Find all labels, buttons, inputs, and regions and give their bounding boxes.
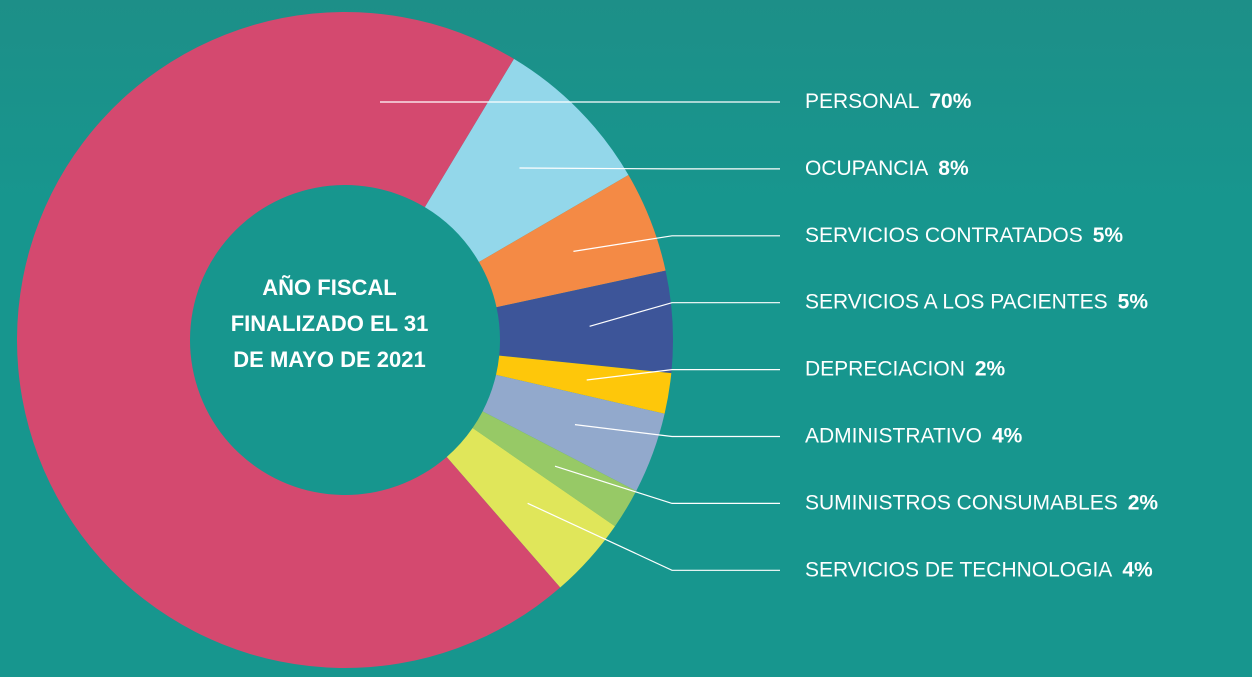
leader-line	[589, 302, 780, 327]
category-name: PERSONAL	[805, 90, 919, 113]
value-label: 8%	[938, 156, 969, 179]
category-name: SERVICIOS CONTRATADOS	[805, 223, 1083, 246]
value-label: 4%	[992, 424, 1023, 447]
value-label: 4%	[1122, 558, 1153, 581]
value-label: 70%	[929, 90, 971, 113]
slice-label: SERVICIOS CONTRATADOS 5%	[805, 223, 1123, 246]
leader-line	[554, 465, 780, 504]
slice-label: OCUPANCIA 8%	[805, 156, 969, 179]
category-name: SUMINISTROS CONSUMABLES	[805, 491, 1118, 514]
donut-slice	[446, 428, 615, 588]
value-label: 2%	[975, 357, 1006, 380]
category-name: ADMINISTRATIVO	[805, 424, 982, 447]
value-label: 5%	[1093, 223, 1124, 246]
slice-label: PERSONAL 70%	[805, 90, 972, 113]
value-label: 5%	[1118, 290, 1149, 313]
leader-line	[574, 424, 780, 438]
category-name: SERVICIOS DE TECHNOLOGIA	[805, 558, 1112, 581]
category-name: SERVICIOS A LOS PACIENTES	[805, 290, 1108, 313]
leader-line	[519, 167, 780, 170]
leader-line	[573, 235, 780, 252]
slice-label: DEPRECIACION 2%	[805, 357, 1006, 380]
donut-slice	[16, 11, 561, 668]
donut-slice	[472, 411, 637, 527]
donut-slice	[496, 270, 673, 374]
slice-label: ADMINISTRATIVO 4%	[805, 424, 1023, 447]
leader-line	[586, 369, 780, 381]
center-label: AÑO FISCAL FINALIZADO EL 31 DE MAYO DE 2…	[230, 275, 429, 372]
slice-label: SERVICIOS A LOS PACIENTES 5%	[805, 290, 1148, 313]
donut-slice	[424, 58, 629, 263]
slice-label: SUMINISTROS CONSUMABLES 2%	[805, 491, 1158, 514]
donut-slice	[496, 355, 672, 414]
slice-label: SERVICIOS DE TECHNOLOGIA 4%	[805, 558, 1153, 581]
leader-line	[527, 502, 780, 571]
category-name: OCUPANCIA	[805, 156, 928, 179]
category-name: DEPRECIACION	[805, 357, 965, 380]
value-label: 2%	[1128, 491, 1159, 514]
donut-slice	[478, 175, 666, 308]
donut-slice	[482, 374, 665, 491]
